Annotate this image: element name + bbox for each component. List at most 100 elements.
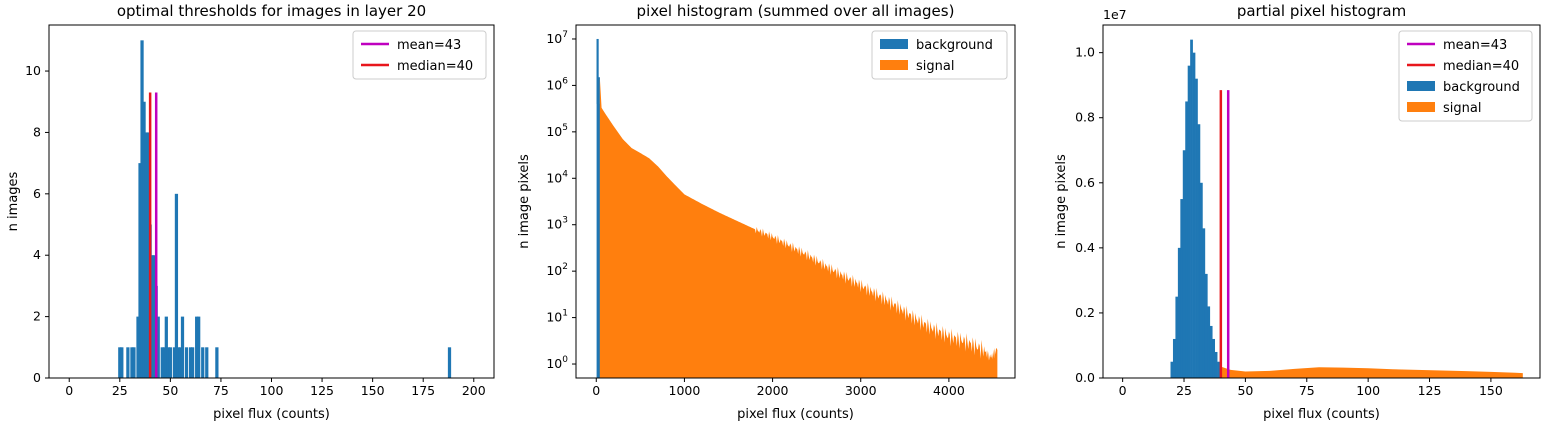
background-bar — [1204, 273, 1208, 378]
histogram-bar — [166, 347, 170, 378]
chart-title: pixel histogram (summed over all images) — [637, 2, 955, 20]
x-tick-label: 50 — [1237, 383, 1253, 398]
y-axis-label: n image pixels — [517, 154, 532, 249]
background-bar — [1217, 361, 1220, 378]
legend-label: background — [1443, 80, 1520, 95]
x-tick-label: 50 — [162, 383, 178, 398]
legend-label: median=40 — [1443, 59, 1519, 74]
x-tick-label: 75 — [1299, 383, 1315, 398]
background-bar — [1202, 228, 1206, 378]
background-bar — [1170, 361, 1174, 378]
y-tick-label: 8 — [33, 124, 41, 139]
histogram-bar — [164, 316, 168, 378]
histogram-bar — [138, 163, 142, 378]
plot-frame — [575, 24, 1016, 379]
chart-3: 0 25 50 75 100 125 150 0.0 0.2 0.4 0.6 0.8 1.0 partia… — [1054, 2, 1541, 422]
background-bar — [1177, 247, 1181, 378]
plot-frame — [1102, 24, 1541, 379]
x-tick-label: 2000 — [757, 383, 789, 398]
x-tick-label: 75 — [213, 383, 229, 398]
x-tick-label: 150 — [361, 383, 385, 398]
y-tick-label: 6 — [33, 186, 41, 201]
x-tick-label: 0 — [65, 383, 73, 398]
histogram-bar — [162, 347, 166, 378]
background-bar — [596, 38, 599, 378]
background-bar — [1212, 338, 1216, 378]
histogram-bar — [126, 347, 130, 378]
histogram-bar — [195, 316, 199, 378]
histogram-bar — [118, 347, 122, 378]
y-tick-label: 2 — [33, 309, 41, 324]
histogram-bar — [142, 101, 146, 378]
histogram-bar — [168, 347, 172, 378]
background-bar — [1214, 351, 1218, 378]
legend-patch-swatch — [1407, 81, 1435, 91]
y-axis-label: n images — [6, 171, 21, 231]
legend-label: mean=43 — [397, 38, 461, 53]
x-axis-label: pixel flux (counts) — [737, 407, 854, 422]
histogram-bar — [197, 316, 201, 378]
legend-label: signal — [1443, 101, 1481, 116]
legend-patch-swatch — [880, 39, 908, 49]
x-tick-label: 0 — [1119, 383, 1127, 398]
histogram-bar — [152, 255, 156, 378]
x-tick-label: 125 — [310, 383, 334, 398]
chart-title: partial pixel histogram — [1237, 2, 1406, 20]
background-bar — [1195, 78, 1198, 378]
background-bar — [1180, 199, 1184, 378]
legend-label: background — [916, 38, 993, 53]
histogram-bar — [178, 347, 183, 378]
background-bar — [1209, 325, 1213, 378]
background-bar — [1185, 101, 1188, 378]
histogram-bar — [140, 40, 144, 378]
y-tick-label: 107 — [546, 30, 568, 46]
y-tick-label: 4 — [33, 247, 41, 262]
legend-patch-swatch — [1407, 102, 1435, 112]
histogram-bar — [174, 193, 179, 378]
chart-2: 0 1000 2000 3000 4000 100 101 102 103 104 105 106 10… — [517, 2, 1016, 422]
background-bar — [1175, 296, 1179, 378]
x-tick-label: 175 — [411, 383, 435, 398]
background-bar — [1207, 306, 1211, 378]
chart-title: optimal thresholds for images in layer 2… — [117, 2, 426, 20]
y-axis-label: n image pixels — [1054, 154, 1069, 249]
x-tick-label: 3000 — [845, 383, 877, 398]
signal-area — [599, 77, 998, 379]
y-tick-label: 101 — [546, 309, 568, 325]
y-tick-label: 0 — [33, 370, 41, 385]
background-bar — [1192, 52, 1196, 378]
histogram-bar — [184, 347, 189, 378]
legend-label: median=40 — [397, 59, 473, 74]
x-axis-label: pixel flux (counts) — [1263, 407, 1380, 422]
x-tick-label: 100 — [1356, 383, 1380, 398]
histogram-bar — [156, 316, 160, 378]
chart-1: 0 25 50 75 100 125 150 175 200 0 2 4 6 8 10 optimal thr… — [6, 2, 495, 422]
x-tick-label: 100 — [260, 383, 284, 398]
y-tick-label: 1.0 — [1075, 45, 1095, 60]
histogram-bar — [201, 347, 205, 378]
y-tick-label: 0.6 — [1075, 175, 1095, 190]
y-tick-label: 100 — [546, 355, 568, 371]
background-bar — [1199, 182, 1203, 378]
x-tick-label: 0 — [592, 383, 600, 398]
y-tick-label: 0.4 — [1075, 240, 1095, 255]
y-tick-label: 103 — [546, 216, 568, 232]
histogram-bar — [120, 347, 124, 378]
histogram-bar — [136, 316, 140, 378]
x-tick-label: 1000 — [669, 383, 701, 398]
histogram-bar — [146, 132, 150, 378]
histogram-bar — [176, 347, 181, 378]
histogram-bar — [190, 347, 195, 378]
y-tick-label: 105 — [546, 123, 568, 139]
legend-box — [1398, 30, 1533, 122]
legend-patch-swatch — [880, 60, 908, 70]
histogram-bar — [205, 347, 209, 378]
y-tick-label: 0.8 — [1075, 110, 1095, 125]
histogram-bar — [188, 347, 193, 378]
y-tick-label: 0.0 — [1075, 370, 1095, 385]
histogram-bar — [150, 255, 154, 378]
x-tick-label: 150 — [1479, 383, 1503, 398]
legend-label: mean=43 — [1443, 38, 1507, 53]
y-tick-label: 0.2 — [1075, 305, 1095, 320]
histogram-bar — [160, 347, 164, 378]
